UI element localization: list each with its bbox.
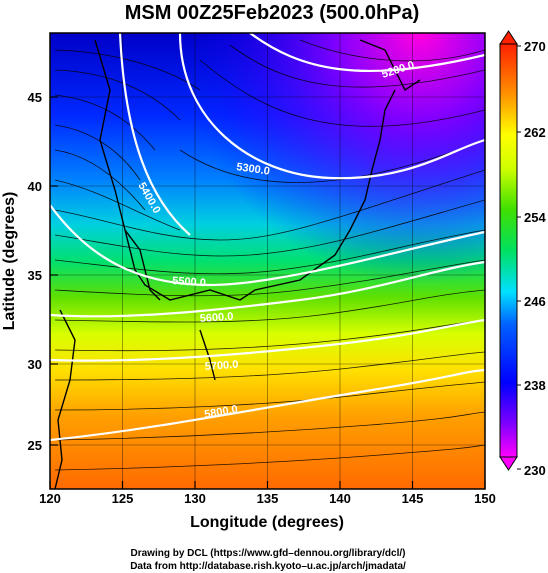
colorbar-tick-label: 270 <box>524 39 546 54</box>
x-tick-label: 125 <box>112 491 134 506</box>
colorbar-max-arrow <box>499 30 518 45</box>
chart-title: MSM 00Z25Feb2023 (500.0hPa) <box>125 2 420 24</box>
contour-5600 <box>50 260 485 318</box>
x-tick-label: 150 <box>474 491 496 506</box>
contour-5400 <box>118 33 191 236</box>
contour-5700 <box>50 318 485 362</box>
x-axis-ticks <box>49 481 486 489</box>
colorbar-tick-label: 238 <box>524 378 546 393</box>
x-tick-label: 135 <box>257 491 279 506</box>
coastlines <box>54 39 421 489</box>
contour-5300 <box>178 33 485 180</box>
y-tick-labels: 25 30 35 40 45 <box>28 90 42 453</box>
y-tick-label: 25 <box>28 438 42 453</box>
y-tick-label: 35 <box>28 268 42 283</box>
contour-label-5600: 5600.0 <box>199 311 233 325</box>
x-tick-label: 145 <box>402 491 424 506</box>
contour-label-5800: 5800.0 <box>203 403 238 421</box>
wind-vectors <box>54 39 485 471</box>
contour-5800 <box>50 368 485 442</box>
colorbar-tick-label: 230 <box>524 463 546 478</box>
plot-area: 5200.0 5300.0 5400.0 5500.0 5600.0 5700.… <box>50 33 485 489</box>
contour-label-5500: 5500.0 <box>172 275 206 289</box>
colorbar-tick-label: 254 <box>524 210 546 225</box>
colorbar-min-arrow <box>499 456 518 471</box>
x-axis-label: Longitude (degrees) <box>190 514 344 531</box>
colorbar-tick-label: 262 <box>524 125 546 140</box>
x-tick-labels: 120 125 130 135 140 145 150 <box>39 491 496 506</box>
credit-drawing: Drawing by DCL (https://www.gfd–dennou.o… <box>130 548 405 559</box>
colorbar: 230 238 246 254 262 270 <box>499 30 546 478</box>
y-axis-label: Latitude (degrees) <box>1 192 18 331</box>
contour-label-5700: 5700.0 <box>204 359 238 373</box>
colorbar-tick-label: 246 <box>524 294 546 309</box>
x-tick-label: 140 <box>329 491 351 506</box>
colorbar-scale <box>499 43 518 458</box>
contour-5500 <box>50 204 485 287</box>
x-tick-label: 130 <box>184 491 206 506</box>
y-tick-label: 45 <box>28 90 42 105</box>
y-tick-label: 40 <box>28 179 42 194</box>
credit-data: Data from http://database.rish.kyoto–u.a… <box>130 561 406 572</box>
x-tick-label: 120 <box>39 491 61 506</box>
height-contours <box>50 33 485 442</box>
y-axis-ticks <box>50 96 58 446</box>
contour-5200 <box>249 33 485 73</box>
y-tick-label: 30 <box>28 357 42 372</box>
contour-label-5300: 5300.0 <box>236 161 271 178</box>
graticule <box>50 33 485 489</box>
